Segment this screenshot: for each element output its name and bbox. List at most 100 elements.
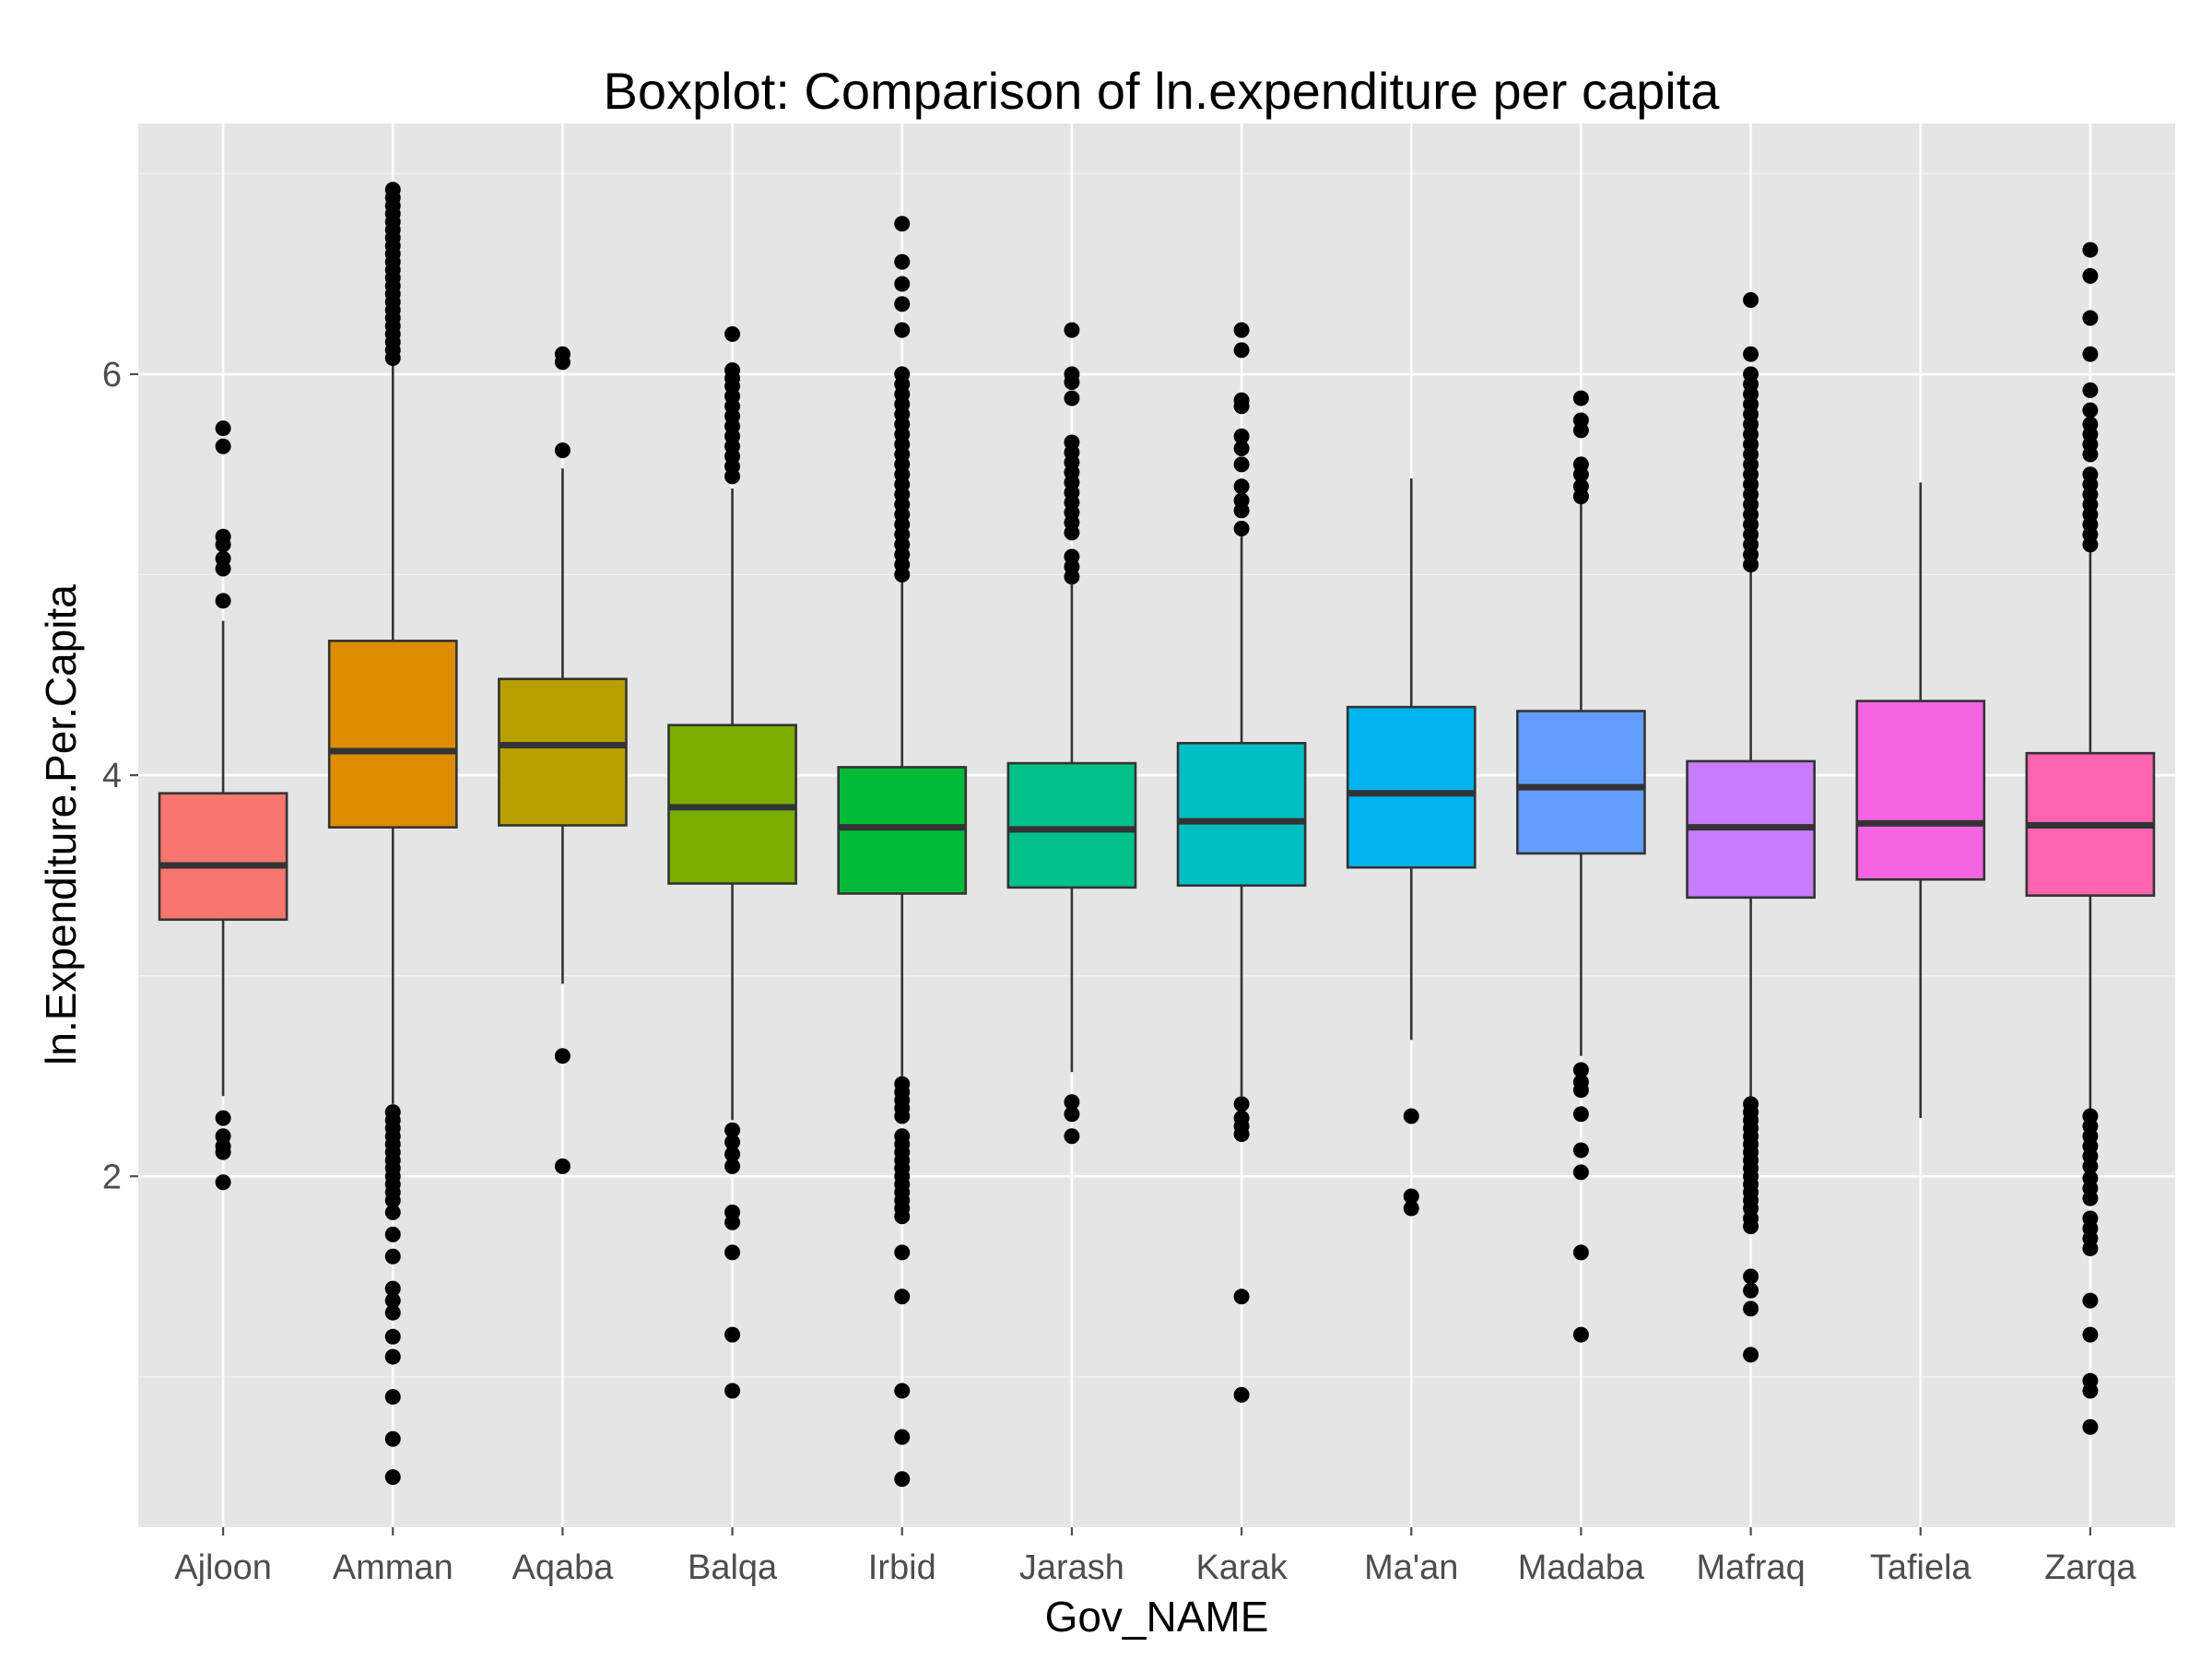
outlier-point: [894, 1471, 911, 1488]
outlier-point: [724, 1244, 741, 1261]
box-iqr: [1516, 710, 1646, 855]
outlier-point: [2082, 536, 2099, 553]
box-iqr: [1006, 761, 1137, 889]
outlier-point: [384, 1469, 401, 1486]
outlier-point: [1233, 1288, 1250, 1305]
outlier-point: [894, 296, 911, 312]
box-group: [1516, 390, 1646, 1343]
outlier-point: [384, 1348, 401, 1365]
outlier-point: [1743, 346, 1759, 362]
outlier-point: [2082, 1158, 2099, 1174]
y-tick-label: 4: [102, 757, 122, 795]
outlier-point: [1233, 1126, 1250, 1143]
box-group: [327, 182, 458, 1486]
outlier-point: [894, 276, 911, 292]
outlier-point: [894, 1382, 911, 1399]
outlier-point: [215, 1144, 231, 1160]
outlier-point: [1572, 1062, 1589, 1078]
box-group: [667, 325, 797, 1399]
outlier-point: [1064, 390, 1080, 406]
outlier-point: [1233, 520, 1250, 536]
x-tick-label: Karak: [1195, 1548, 1288, 1587]
box-iqr: [1855, 700, 1986, 881]
outlier-point: [1572, 1082, 1589, 1099]
outlier-point: [1233, 398, 1250, 415]
x-tick-label: Tafiela: [1870, 1548, 1972, 1587]
box-group: [1346, 478, 1477, 1217]
x-tick-label: Irbid: [868, 1548, 936, 1587]
x-tick-label: Mafraq: [1696, 1548, 1805, 1587]
outlier-point: [2082, 446, 2099, 463]
outlier-point: [724, 468, 741, 485]
outlier-point: [894, 216, 911, 232]
outlier-point: [215, 420, 231, 437]
outlier-point: [1233, 428, 1250, 444]
x-tick-label: Ma'an: [1364, 1548, 1458, 1587]
outlier-point: [554, 1158, 571, 1174]
x-tick-label: Amman: [333, 1548, 453, 1587]
y-tick-label: 6: [102, 356, 122, 394]
outlier-point: [1064, 1128, 1080, 1145]
x-tick-label: Jarash: [1019, 1548, 1124, 1587]
outlier-point: [554, 354, 571, 371]
outlier-point: [894, 1429, 911, 1445]
box-group: [837, 216, 968, 1488]
box-iqr: [498, 677, 628, 827]
outlier-point: [215, 1174, 231, 1191]
outlier-point: [1233, 502, 1250, 519]
outlier-point: [1743, 557, 1759, 573]
plot-panel: [138, 124, 2175, 1527]
box-iqr: [158, 792, 288, 922]
outlier-point: [2082, 241, 2099, 258]
box-group: [1686, 291, 1816, 1363]
outlier-point: [384, 1204, 401, 1220]
outlier-point: [1403, 1108, 1419, 1124]
outlier-point: [1064, 322, 1080, 338]
y-axis: 2 4 6: [102, 356, 138, 1196]
outlier-point: [1403, 1188, 1419, 1205]
outlier-point: [215, 593, 231, 609]
x-tick-label: Madaba: [1518, 1548, 1645, 1587]
outlier-point: [1233, 1386, 1250, 1403]
outlier-point: [724, 1158, 741, 1174]
box-iqr: [327, 640, 458, 829]
outlier-point: [1233, 478, 1250, 495]
outlier-point: [1743, 1218, 1759, 1235]
outlier-point: [724, 1122, 741, 1138]
outlier-point: [1743, 1300, 1759, 1317]
outlier-point: [724, 1146, 741, 1162]
outlier-point: [1403, 1200, 1419, 1217]
outlier-point: [724, 1382, 741, 1399]
box-group: [498, 346, 628, 1174]
box-iqr: [1176, 741, 1307, 888]
outlier-point: [1572, 1164, 1589, 1181]
y-tick-label: 2: [102, 1158, 122, 1196]
outlier-point: [1233, 1096, 1250, 1112]
outlier-point: [384, 1389, 401, 1406]
outlier-point: [1743, 1282, 1759, 1299]
outlier-point: [2082, 402, 2099, 418]
outlier-point: [554, 442, 571, 459]
x-tick-label: Aqaba: [512, 1548, 614, 1587]
outlier-point: [1572, 466, 1589, 483]
outlier-point: [894, 1108, 911, 1124]
outlier-point: [384, 1192, 401, 1208]
outlier-point: [1572, 1326, 1589, 1343]
outlier-point: [384, 1430, 401, 1447]
outlier-point: [215, 438, 231, 454]
outlier-point: [1743, 1268, 1759, 1285]
outlier-point: [1743, 291, 1759, 308]
outlier-point: [384, 1304, 401, 1321]
boxes-layer: [158, 182, 2156, 1488]
outlier-point: [384, 1292, 401, 1309]
outlier-point: [1572, 1244, 1589, 1261]
outlier-point: [1572, 422, 1589, 439]
box-group: [1855, 482, 1986, 1119]
outlier-point: [894, 1288, 911, 1305]
outlier-point: [724, 325, 741, 342]
outlier-point: [384, 1248, 401, 1265]
outlier-point: [1064, 1106, 1080, 1123]
outlier-point: [724, 1134, 741, 1150]
outlier-point: [894, 322, 911, 338]
